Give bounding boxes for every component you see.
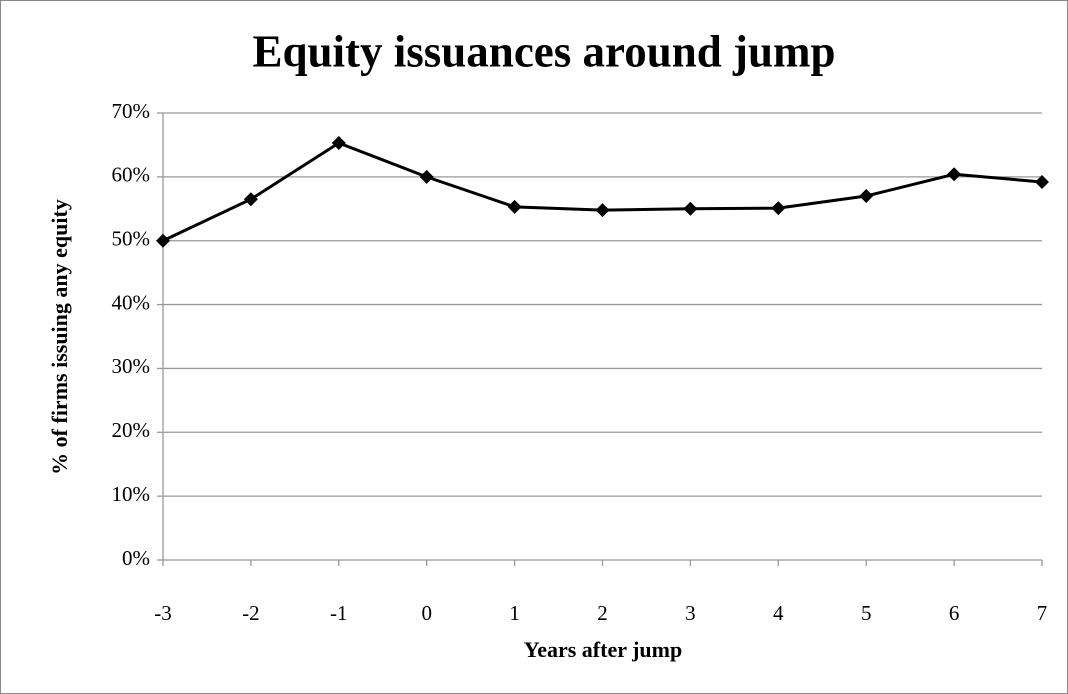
x-axis-label: Years after jump [524,637,682,662]
marker [156,233,170,248]
marker [419,169,434,184]
x-tick-label: 3 [685,601,696,625]
x-tick-label: 2 [597,601,608,625]
marker [595,203,610,218]
marker [683,201,698,216]
x-tick-label: 1 [509,601,520,625]
marker [859,189,874,204]
y-tick-label: 20% [112,418,151,442]
y-tick-label: 0% [122,546,150,570]
x-tick-label: -3 [154,601,172,625]
x-tick-label: -1 [330,601,348,625]
y-tick-label: 30% [112,354,151,378]
marker [1035,174,1049,189]
y-tick-label: 10% [112,482,151,506]
y-tick-label: 70% [112,99,151,123]
x-tick-label: 5 [861,601,872,625]
y-tick-label: 60% [112,163,151,187]
x-tick-label: 0 [421,601,432,625]
marker [771,201,786,216]
marker [947,167,962,182]
y-tick-label: 50% [112,227,151,251]
x-tick-label: -2 [242,601,260,625]
x-tick-label: 6 [949,601,960,625]
x-tick-label: 4 [773,601,784,625]
marker [243,192,258,207]
marker [331,136,346,151]
y-axis-label: % of firms issuing any equity [47,199,72,475]
x-tick-label: 7 [1037,601,1048,625]
chart-title: Equity issuances around jump [252,26,835,76]
marker [507,199,522,214]
y-tick-label: 40% [112,290,151,314]
